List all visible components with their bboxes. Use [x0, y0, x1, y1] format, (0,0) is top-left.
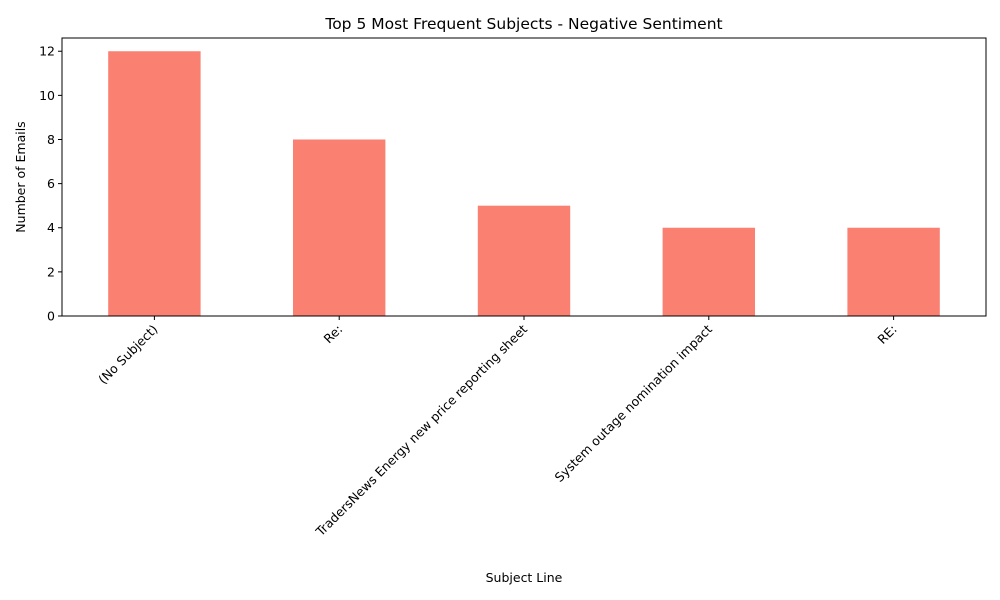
y-tick-label-2: 4 — [47, 220, 55, 235]
y-tick-label-6: 12 — [39, 44, 55, 59]
y-tick-label-1: 2 — [47, 264, 55, 279]
chart-title: Top 5 Most Frequent Subjects - Negative … — [324, 15, 722, 33]
bar-3 — [662, 227, 755, 316]
x-axis-label: Subject Line — [486, 570, 563, 585]
bar-1 — [293, 139, 386, 316]
y-axis-label: Number of Emails — [13, 121, 28, 232]
x-tick-label-1: Re: — [321, 322, 346, 347]
x-tick-label-4: RE: — [874, 322, 899, 347]
bar-0 — [108, 51, 201, 316]
y-tick-label-3: 6 — [47, 176, 55, 191]
x-tick-label-3: System outage nomination impact — [552, 321, 715, 484]
y-tick-label-4: 8 — [47, 132, 55, 147]
x-axis: (No Subject) Re:TradersNews Energy new pr… — [95, 316, 900, 540]
x-tick-label-2: TradersNews Energy new price reporting s… — [312, 321, 530, 539]
bar-4 — [847, 227, 940, 316]
bar-2 — [477, 205, 571, 316]
bars-group — [108, 51, 940, 316]
y-axis: 0 2 4 6 8 10 12 — [39, 44, 62, 324]
x-tick-label-0: (No Subject) — [95, 322, 160, 387]
y-tick-label-5: 10 — [39, 88, 55, 103]
y-tick-label-0: 0 — [47, 309, 55, 324]
